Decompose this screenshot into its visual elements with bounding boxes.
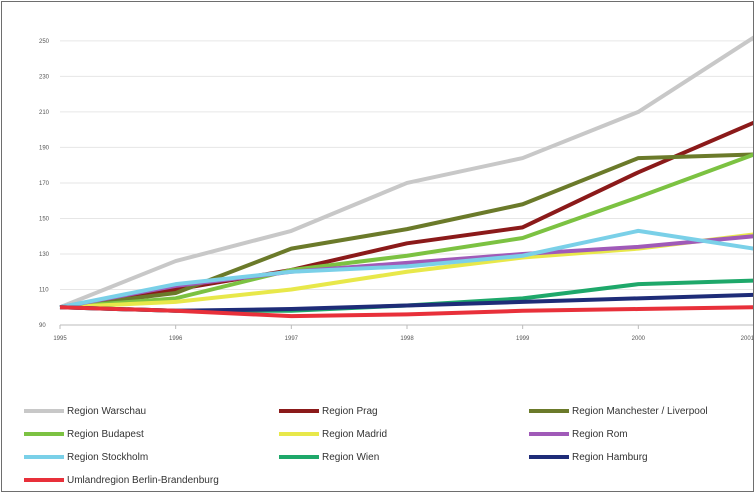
y-tick-label: 130 (39, 252, 50, 258)
y-tick-label: 150 (39, 216, 50, 222)
y-tick-label: 190 (39, 145, 50, 151)
x-tick-label: 1995 (53, 336, 67, 342)
legend-swatch (529, 409, 569, 413)
legend-item: Region Manchester / Liverpool (529, 404, 708, 418)
x-tick-label: 1999 (516, 336, 530, 342)
x-tick-label: 2000 (632, 336, 646, 342)
y-tick-label: 110 (39, 287, 49, 293)
series-line-region-prag (59, 120, 753, 310)
legend-item: Region Rom (529, 427, 628, 441)
series-lines (59, 35, 753, 319)
legend-label: Region Warschau (67, 405, 147, 417)
legend-item: Region Wien (279, 450, 379, 464)
legend-swatch (279, 432, 319, 436)
y-tick-label: 230 (39, 74, 50, 80)
legend-swatch (24, 409, 64, 413)
legend-swatch (279, 455, 319, 459)
series-line-region-budapest (59, 152, 753, 310)
y-axis-ticks: 90 110 130 150 170 190 210 230 250 (39, 39, 50, 329)
legend: Region Warschau Region Prag Region Manches… (24, 402, 753, 491)
legend-item: Region Hamburg (529, 450, 648, 464)
legend-item: Region Madrid (279, 427, 387, 441)
series-line-region-stockholm (59, 228, 753, 310)
legend-item: Region Budapest (24, 427, 144, 441)
legend-swatch (529, 432, 569, 436)
legend-swatch (24, 478, 64, 482)
legend-label: Region Hamburg (572, 451, 648, 463)
x-tick-label: 1997 (285, 336, 299, 342)
legend-label: Region Rom (572, 428, 628, 440)
legend-swatch (24, 432, 64, 436)
legend-label: Region Madrid (322, 428, 388, 440)
y-tick-label: 250 (39, 39, 50, 45)
y-tick-label: 170 (39, 181, 50, 187)
legend-label: Umlandregion Berlin-Brandenburg (67, 474, 219, 486)
x-tick-label: 1998 (400, 336, 414, 342)
y-tick-label: 210 (39, 110, 50, 116)
legend-item: Region Warschau (24, 404, 146, 418)
x-tick-label: 1996 (169, 336, 183, 342)
legend-label: Region Wien (322, 451, 380, 463)
legend-label: Region Manchester / Liverpool (572, 405, 708, 417)
series-line-region-manchester-liverpool (59, 152, 753, 310)
legend-label: Region Prag (322, 405, 378, 417)
legend-swatch (24, 455, 64, 459)
legend-item: Umlandregion Berlin-Brandenburg (24, 473, 219, 487)
series-line-umlandregion-berlin-brandenburg (59, 305, 753, 319)
legend-swatch (529, 455, 569, 459)
x-axis-ticks: 1995 1996 1997 1998 1999 2000 2001 (53, 325, 754, 342)
series-line-region-warschau (59, 35, 753, 310)
legend-item: Region Stockholm (24, 450, 148, 464)
legend-item: Region Prag (279, 404, 378, 418)
x-tick-label: 2001 (741, 336, 754, 342)
y-tick-label: 90 (39, 323, 46, 329)
legend-label: Region Stockholm (67, 451, 149, 463)
legend-label: Region Budapest (67, 428, 144, 440)
legend-swatch (279, 409, 319, 413)
